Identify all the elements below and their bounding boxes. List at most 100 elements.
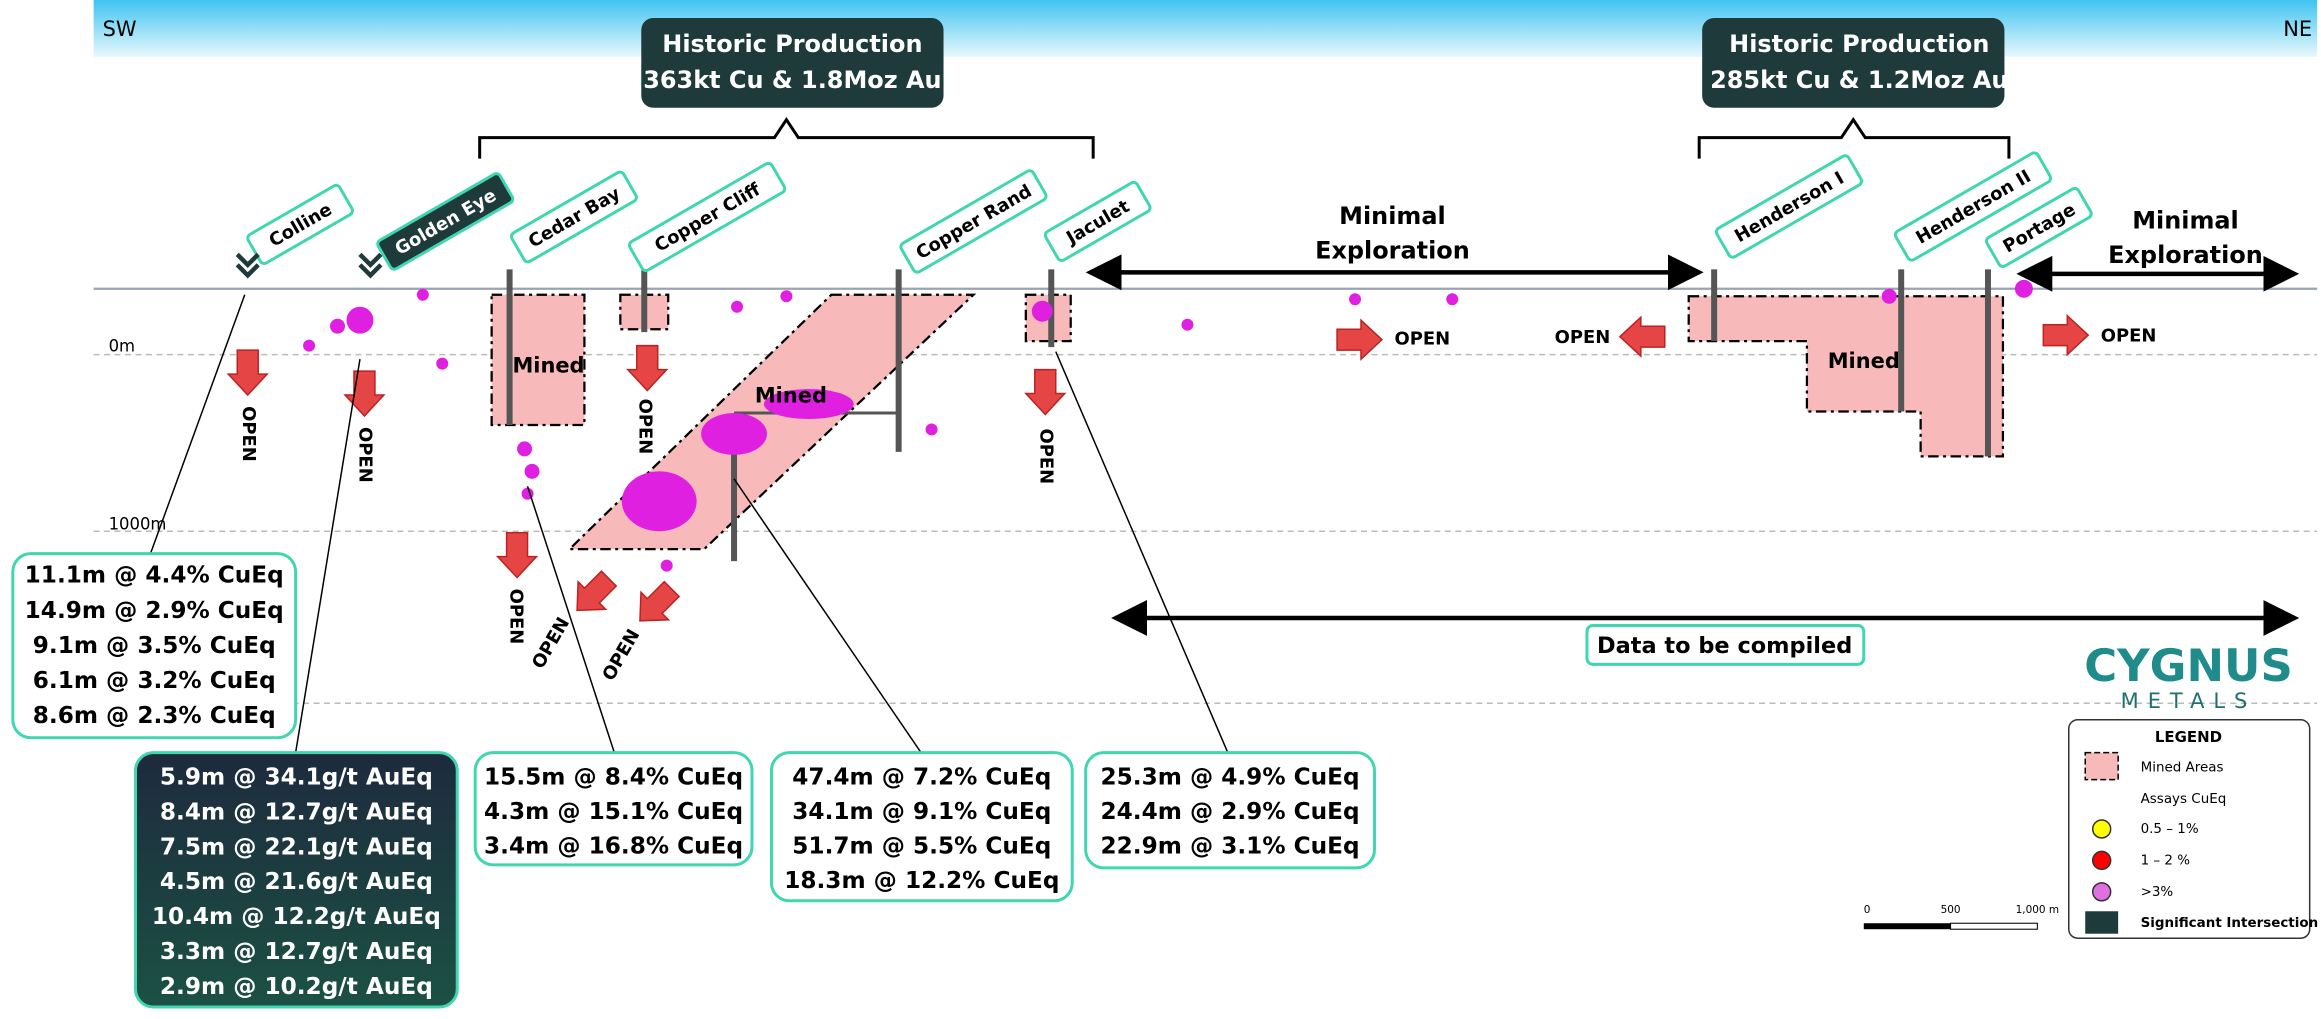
production-detail: 285kt Cu & 1.2Moz Au <box>1710 66 2008 94</box>
tag <box>510 170 638 264</box>
open-label: OPEN <box>598 626 644 685</box>
direction: SW <box>103 17 137 41</box>
intersection-text: 6.1m @ 3.2% CuEq <box>33 667 276 694</box>
open-arrow <box>639 580 681 622</box>
deposit-name: Copper Rand <box>912 181 1035 264</box>
note: Data to be compiled <box>1597 633 1852 659</box>
deposit-tag: Jaculet <box>1043 180 1152 262</box>
intersection-box <box>769 751 1074 903</box>
depth-label: 1000m <box>109 515 167 534</box>
tag <box>628 161 787 273</box>
intersection-text: 22.9m @ 3.1% CuEq <box>1101 832 1360 859</box>
leader <box>149 294 246 554</box>
note: Exploration <box>1315 236 1470 264</box>
tag <box>1985 186 2093 268</box>
mined-label: Mined <box>1828 349 1900 373</box>
assay-dots <box>303 279 2033 572</box>
legend-item: 0.5 – 1% <box>2141 822 2199 837</box>
open-label: OPEN <box>506 589 527 645</box>
intersection-text: 5.9m @ 34.1g/t AuEq <box>160 764 433 791</box>
tag <box>1043 180 1152 262</box>
deposit-name: Henderson I <box>1731 168 1848 247</box>
intersection-box <box>134 751 459 1009</box>
intersection-text: 25.3m @ 4.9% CuEq <box>1101 764 1360 791</box>
deposit-name: Copper Cliff <box>651 179 764 257</box>
legend-dot <box>2091 850 2112 871</box>
intersection-box <box>11 552 298 740</box>
note: Exploration <box>2108 241 2263 269</box>
tag <box>1893 151 2053 262</box>
open-label: OPEN <box>354 427 375 483</box>
tag <box>246 183 354 265</box>
intersection-text: 8.4m @ 12.7g/t AuEq <box>160 798 433 825</box>
open-arrow <box>226 349 269 397</box>
open-arrow <box>626 344 669 392</box>
leader <box>294 358 361 753</box>
tag <box>899 169 1048 274</box>
legend-item: 1 – 2 % <box>2141 853 2191 868</box>
intersection-text: 10.4m @ 12.2g/t AuEq <box>152 903 441 930</box>
open-arrow <box>2042 314 2090 357</box>
open-label: OPEN <box>1555 327 1611 348</box>
intersection-text: 24.4m @ 2.9% CuEq <box>1101 798 1360 825</box>
legend-title: LEGEND <box>2155 728 2222 746</box>
tag <box>1714 154 1864 259</box>
intersection-text: 3.4m @ 16.8% CuEq <box>484 832 743 859</box>
production-title: Historic Production <box>662 30 922 58</box>
brace <box>1697 117 2011 159</box>
intersection-text: 4.3m @ 15.1% CuEq <box>484 798 743 825</box>
open-label: OPEN <box>1035 429 1056 485</box>
leader <box>526 486 616 753</box>
legend-item: >3% <box>2141 885 2174 900</box>
chevron <box>358 252 383 279</box>
legend-dot <box>2091 819 2112 839</box>
intersection-text: 9.1m @ 3.5% CuEq <box>33 632 276 659</box>
intersection-text: 3.3m @ 12.7g/t AuEq <box>160 938 433 965</box>
legend-swatch <box>2084 751 2119 781</box>
legend-item: Assays CuEq <box>2141 792 2227 807</box>
intersection-text: 2.9m @ 10.2g/t AuEq <box>160 973 433 1000</box>
production-title: Historic Production <box>1729 30 1989 58</box>
open-label: OPEN <box>1395 329 1451 350</box>
open-label: OPEN <box>2101 326 2157 347</box>
production-box <box>1702 17 2005 108</box>
open-arrow <box>495 531 539 579</box>
intersection-text: 34.1m @ 9.1% CuEq <box>792 798 1051 825</box>
intersection-text: 14.9m @ 2.9% CuEq <box>25 597 284 624</box>
depth-lines <box>93 353 2318 705</box>
chevron <box>235 252 260 279</box>
production-box <box>641 17 944 108</box>
tag <box>376 172 515 271</box>
note: Minimal <box>2132 206 2239 234</box>
note: Minimal <box>1339 202 1446 230</box>
open-arrow <box>1336 318 1384 361</box>
intersection-text: 7.5m @ 22.1g/t AuEq <box>160 833 433 860</box>
brace <box>478 117 1095 159</box>
deposit-tag: Copper Cliff <box>628 161 787 273</box>
scale-label: 1,000 m <box>2016 904 2060 916</box>
depth-label: 0m <box>109 337 135 356</box>
mined-label: Mined <box>755 384 827 408</box>
deposit-tag: Cedar Bay <box>510 170 638 264</box>
open-label: OPEN <box>238 406 259 462</box>
scale-label: 0 <box>1864 904 1871 916</box>
logo-sub: METALS <box>2121 689 2257 713</box>
open-arrow <box>576 570 618 612</box>
deposit-tag: Colline <box>246 183 354 265</box>
intersection-text: 4.5m @ 21.6g/t AuEq <box>160 868 433 895</box>
labels: SW NE 0m 1000m Historic Production 363kt Cu &… <box>11 17 2319 1009</box>
intersection-text: 51.7m @ 5.5% CuEq <box>792 832 1051 859</box>
intersection-text: 8.6m @ 2.3% CuEq <box>33 702 276 729</box>
open-arrow <box>343 370 386 418</box>
deposit-tag: Copper Rand <box>899 169 1048 274</box>
open-arrow <box>1024 368 1067 416</box>
deposit-tag: Henderson I <box>1714 154 1864 259</box>
note-box <box>1585 623 1866 666</box>
deposit-name: Golden Eye <box>391 185 500 260</box>
legend-item: Significant Intersection <box>2141 916 2319 931</box>
intersection-text: 18.3m @ 12.2% CuEq <box>784 867 1059 894</box>
scale-label: 500 <box>1941 904 1961 916</box>
legend-dot <box>2091 882 2112 902</box>
open-arrow <box>1618 315 1666 358</box>
